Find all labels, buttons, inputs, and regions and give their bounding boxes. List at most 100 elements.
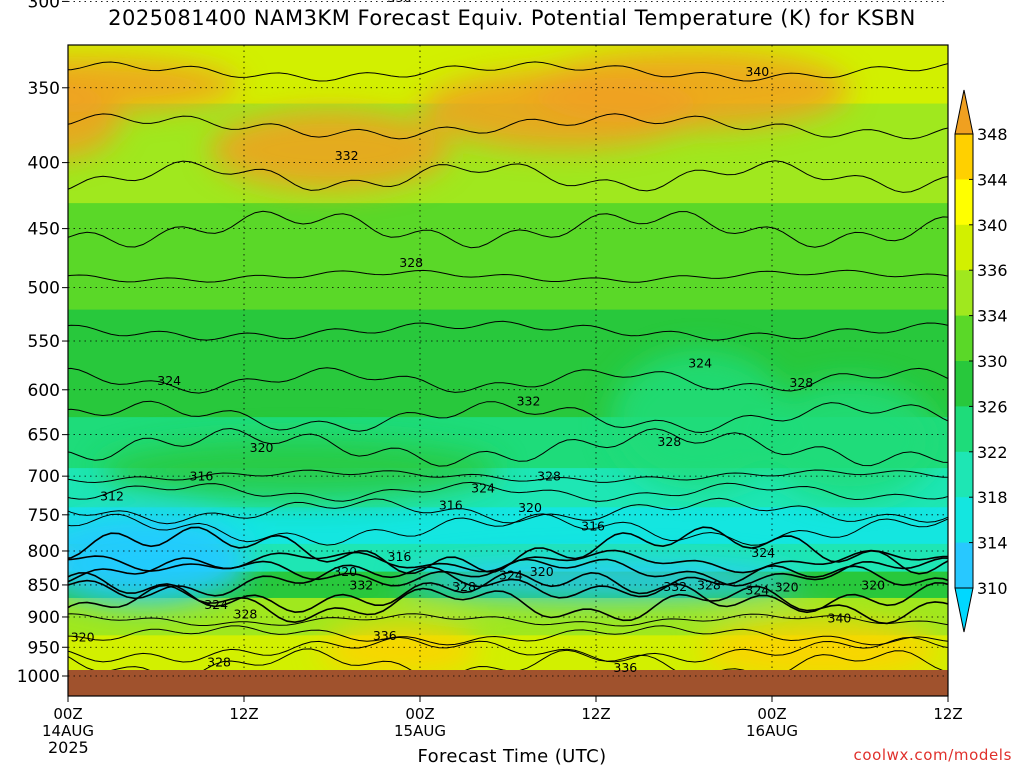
colorbar-segment [955, 361, 973, 407]
field-blob [530, 50, 850, 130]
field-blob [100, 440, 500, 500]
colorbar-tick-label: 326 [977, 397, 1008, 416]
contour-label: 316 [388, 549, 412, 564]
colorbar-tick-label: 322 [977, 443, 1008, 462]
contour-label: 324 [688, 356, 712, 371]
contour-label: 332 [349, 577, 373, 592]
ground-layer [68, 670, 948, 696]
credit-link[interactable]: coolwx.com/models [853, 746, 1012, 764]
contour-lines [63, 13, 951, 670]
contour-line [68, 160, 948, 193]
x-tick-label: 00Z [757, 705, 786, 723]
contour-label: 328 [697, 577, 721, 592]
colorbar-segment [955, 315, 973, 362]
contour-label: 324 [157, 373, 181, 388]
contour-line [68, 557, 948, 587]
contour-label: 336 [613, 660, 637, 675]
contour-label: 320 [518, 500, 542, 515]
x-tick-label: 12Z [933, 705, 962, 723]
field-blob [68, 57, 240, 113]
contour-label: 320 [333, 564, 357, 579]
colorbar-arrow-top [954, 89, 974, 135]
chart-title: 2025081400 NAM3KM Forecast Equiv. Potent… [108, 6, 916, 30]
contour-label: 320 [775, 579, 799, 594]
y-tick-label: 350 [28, 79, 60, 99]
colorbar-segment [955, 179, 973, 226]
contour-label: 328 [657, 434, 681, 449]
field-band [68, 203, 948, 311]
field-band [68, 0, 948, 21]
y-tick-label: 550 [28, 332, 60, 352]
y-tick-label: 400 [28, 154, 60, 174]
contour-line [63, 13, 951, 26]
y-tick-label: 450 [28, 220, 60, 240]
contour-label: 336 [388, 0, 412, 5]
field-blob [760, 380, 940, 500]
contour-line [68, 400, 948, 434]
contour-line [68, 320, 948, 341]
contour-label: 320 [71, 630, 95, 645]
contour-label: 316 [581, 518, 605, 533]
contour-label: 320 [861, 577, 885, 592]
contour-line [68, 113, 948, 140]
field-blob [210, 110, 450, 190]
contour-label: 328 [537, 469, 561, 484]
y-tick-label: 700 [28, 467, 60, 487]
year-label: 2025 [48, 738, 89, 757]
contour-line [68, 497, 948, 525]
contour-label: 320 [530, 564, 554, 579]
y-tick-label: 800 [28, 542, 60, 562]
contour-labels: 3443403443363363403323283243243283323203… [71, 0, 885, 675]
plot-frame [67, 44, 949, 697]
contour-label: 324 [471, 481, 495, 496]
contour-line [68, 625, 948, 646]
contour-line [68, 269, 948, 283]
colorbar-segment [955, 224, 973, 271]
y-tick-label: 650 [28, 426, 60, 446]
colorbar-tick-label: 336 [977, 261, 1008, 280]
contour-label: 324 [204, 597, 228, 612]
contour-label: 324 [751, 545, 775, 560]
y-tick-label: 900 [28, 608, 60, 628]
colorbar-segment [955, 542, 973, 589]
contour-label: 328 [207, 654, 231, 669]
contour-label: 332 [517, 393, 541, 408]
colorbar-segment [955, 406, 973, 453]
colorbar-segment [955, 451, 973, 498]
x-date-label: 15AUG [394, 722, 446, 740]
x-tick-label: 12Z [581, 705, 610, 723]
contour-line [68, 210, 948, 249]
contour-label: 324 [745, 583, 769, 598]
y-tick-label: 750 [28, 506, 60, 526]
colorbar-segment [955, 497, 973, 544]
contour-line [68, 513, 948, 546]
colorbar-tick-label: 318 [977, 488, 1008, 507]
contour-line [68, 367, 948, 394]
x-tick-label: 12Z [229, 705, 258, 723]
y-axis: 2503003504004505005506006507007508008509… [17, 0, 68, 687]
x-tick-label: 00Z [53, 705, 82, 723]
y-tick-label: 500 [28, 279, 60, 299]
contour-label: 328 [452, 579, 476, 594]
contour-label: 312 [100, 488, 124, 503]
x-date-label: 16AUG [746, 722, 798, 740]
colorbar-tick-label: 330 [977, 352, 1008, 371]
field-blob [68, 515, 250, 605]
contour-line [68, 564, 948, 600]
contour-line [68, 61, 948, 82]
contour-line [68, 571, 948, 614]
colorbar-arrow-bottom [954, 587, 974, 633]
x-axis-title: Forecast Time (UTC) [417, 746, 607, 767]
colorbar-tick-label: 344 [977, 170, 1008, 189]
x-tick-label: 00Z [405, 705, 434, 723]
contour-label: 328 [234, 606, 258, 621]
field-blob [610, 350, 790, 490]
colorbar-tick-label: 314 [977, 534, 1008, 553]
contour-label: 340 [745, 64, 769, 79]
contour-line [68, 613, 948, 627]
contour-label: 316 [439, 498, 463, 513]
contour-label: 316 [190, 469, 214, 484]
y-tick-label: 300 [28, 0, 60, 12]
